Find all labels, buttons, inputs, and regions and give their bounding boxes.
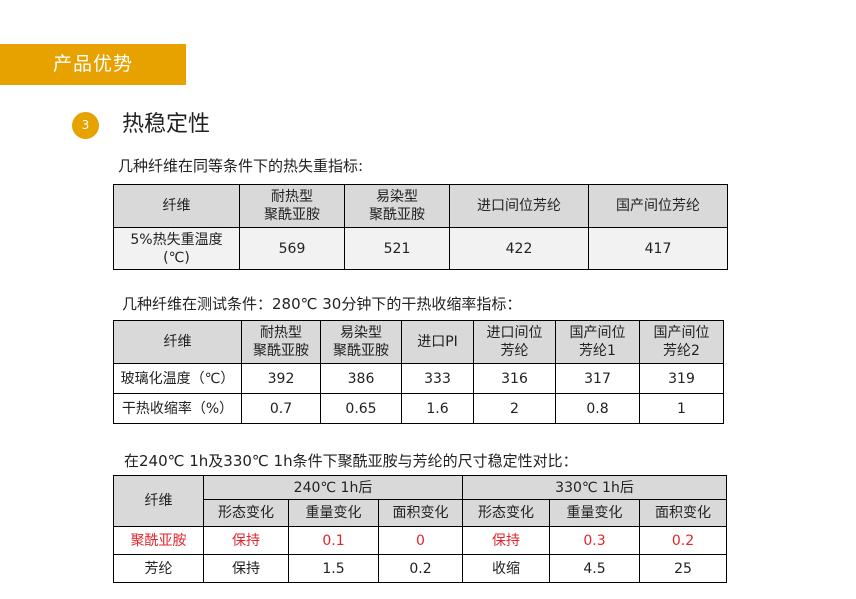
table-row: 5%热失重温度 (℃) 569 521 422 417 — [113, 227, 728, 270]
table-cell: 330℃ 1h后 — [462, 475, 727, 500]
table-cell: 0 — [378, 526, 463, 555]
table-cell: 耐热型 聚酰亚胺 — [241, 320, 321, 364]
table-cell: 干热收缩率（%） — [113, 393, 242, 424]
thermal-weight-loss-table: 纤维 耐热型 聚酰亚胺 易染型 聚酰亚胺 进口间位芳纶 国产间位芳纶 5%热失重温度 (℃) 56… — [113, 184, 728, 270]
table-cell: 面积变化 — [378, 499, 463, 527]
table-cell: 进口PI — [401, 320, 474, 364]
table-cell: 333 — [401, 363, 474, 394]
table-cell: 保持 — [462, 526, 550, 555]
header-row: 纤维 耐热型 聚酰亚胺 易染型 聚酰亚胺 进口间位芳纶 国产间位芳纶 — [113, 184, 728, 228]
table-cell: 纤维 — [113, 184, 240, 228]
table-cell: 进口间位芳纶 — [473, 320, 556, 364]
table-cell: 1 — [639, 393, 724, 424]
section-banner: 产品优势 — [0, 44, 186, 85]
table-cell: 5%热失重温度 (℃) — [113, 227, 240, 270]
table-cell: 0.2 — [639, 526, 727, 555]
table-cell: 国产间位 芳纶1 — [555, 320, 640, 364]
table-cell: 聚酰亚胺 — [113, 526, 204, 555]
table-cell: 0.8 — [555, 393, 640, 424]
table-cell: 240℃ 1h后 — [203, 475, 463, 500]
table-cell: 569 — [239, 227, 345, 270]
header-row: 纤维 240℃ 1h后 330℃ 1h后 — [113, 475, 727, 527]
table-cell: 317 — [555, 363, 640, 394]
table2-caption: 几种纤维在测试条件：280℃ 30分钟下的干热收缩率指标： — [122, 295, 522, 313]
table-cell: 玻璃化温度（℃） — [113, 363, 242, 394]
table-cell: 392 — [241, 363, 321, 394]
table-cell: 进口间位芳纶 — [449, 184, 589, 228]
table-row: 干热收缩率（%） 0.7 0.65 1.6 2 0.8 1 — [113, 393, 724, 424]
table-cell: 耐热型 聚酰亚胺 — [239, 184, 345, 228]
table-cell: 422 — [449, 227, 589, 270]
dry-heat-shrinkage-table: 纤维 耐热型 聚酰亚胺 易染型 聚酰亚胺 进口PI 进口间位 芳纶 国产间位 芳纶1 国产间位 芳纶2… — [113, 320, 724, 424]
table-cell: 1.6 — [401, 393, 474, 424]
table-row: 玻璃化温度（℃） 392 386 333 316 317 319 — [113, 363, 724, 394]
header-row: 纤维 耐热型 聚酰亚胺 易染型 聚酰亚胺 进口PI 进口间位 芳纶 国产间位 芳纶1 国产间位 芳纶2 — [113, 320, 724, 364]
table-cell: 2 — [473, 393, 556, 424]
table-row: 聚酰亚胺 保持 0.1 0 保持 0.3 0.2 — [113, 526, 727, 555]
table-cell: 纤维 — [113, 320, 242, 364]
table-cell: 形态变化 — [203, 499, 289, 527]
table-row: 芳纶 保持 1.5 0.2 收缩 4.5 25 — [113, 554, 727, 583]
table-cell: 0.65 — [320, 393, 402, 424]
table-cell: 重量变化 — [288, 499, 379, 527]
table-cell: 0.3 — [549, 526, 640, 555]
table-cell: 319 — [639, 363, 724, 394]
table-cell: 0.2 — [378, 554, 463, 583]
table-cell: 面积变化 — [639, 499, 727, 527]
subheader-row: 形态变化 重量变化 面积变化 形态变化 重量变化 面积变化 — [114, 499, 727, 527]
table-cell: 0.1 — [288, 526, 379, 555]
table-cell: 形态变化 — [462, 499, 550, 527]
table-cell: 0.7 — [241, 393, 321, 424]
table-cell: 国产间位芳纶 — [588, 184, 728, 228]
table-cell: 国产间位 芳纶2 — [639, 320, 724, 364]
table-cell: 易染型 聚酰亚胺 — [344, 184, 450, 228]
table-cell: 521 — [344, 227, 450, 270]
table-cell: 1.5 — [288, 554, 379, 583]
table-cell: 保持 — [203, 554, 289, 583]
table-cell: 316 — [473, 363, 556, 394]
table-cell: 4.5 — [549, 554, 640, 583]
table-cell: 芳纶 — [113, 554, 204, 583]
table-cell: 易染型 聚酰亚胺 — [320, 320, 402, 364]
table-cell: 386 — [320, 363, 402, 394]
table-cell: 25 — [639, 554, 727, 583]
section-number-badge: 3 — [72, 112, 99, 139]
table-cell: 收缩 — [462, 554, 550, 583]
table3-caption: 在240℃ 1h及330℃ 1h条件下聚酰亚胺与芳纶的尺寸稳定性对比： — [124, 452, 578, 470]
section-title: 热稳定性 — [122, 112, 211, 137]
dimensional-stability-table: 纤维 240℃ 1h后 330℃ 1h后 形态变化 重量变化 面积变化 形态变化 重量变化 面积… — [113, 475, 727, 583]
table-cell: 保持 — [203, 526, 289, 555]
table1-caption: 几种纤维在同等条件下的热失重指标: — [118, 157, 364, 175]
table-cell: 重量变化 — [549, 499, 640, 527]
table-cell: 纤维 — [113, 475, 204, 527]
table-cell: 417 — [588, 227, 728, 270]
